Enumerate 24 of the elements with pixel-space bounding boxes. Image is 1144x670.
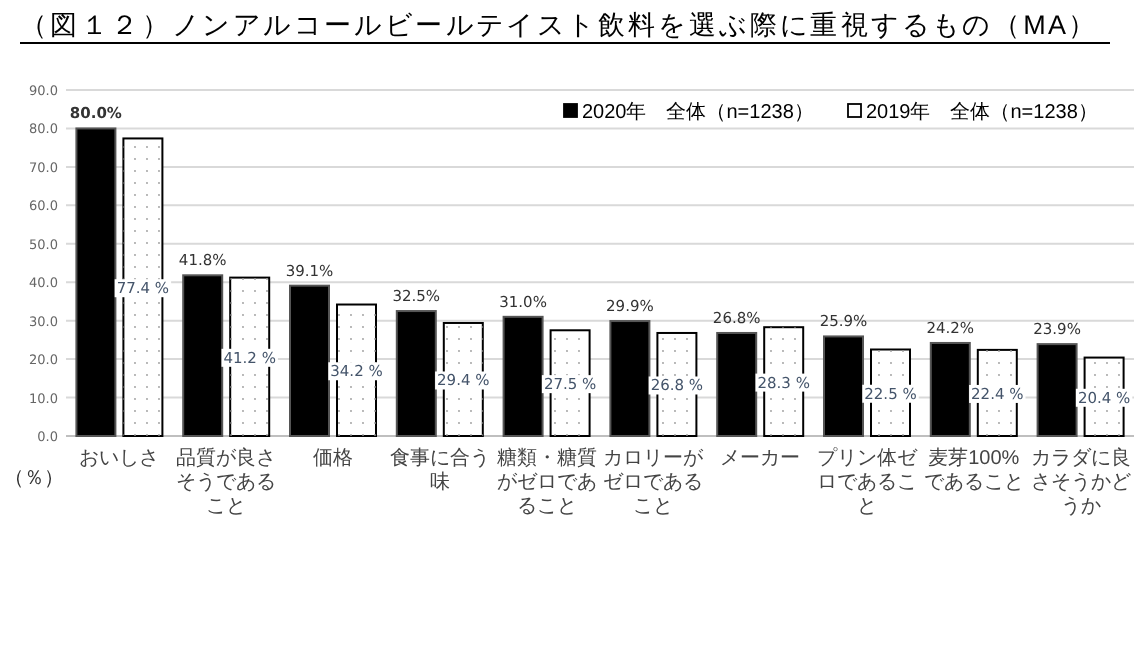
bar	[75, 127, 117, 437]
bar	[182, 274, 224, 437]
x-tick-label: メーカー	[718, 448, 803, 472]
bar	[1036, 343, 1078, 437]
x-tick-label: カロリーがゼロであること	[602, 448, 705, 520]
x-tick-label: 品質が良さそうであること	[175, 448, 278, 520]
x-tick-label: 価格	[311, 448, 355, 472]
bar	[395, 310, 437, 437]
x-tick-label: カラダに良さそうかどうか	[1029, 448, 1132, 520]
x-tick-label: 食事に合う味	[388, 448, 491, 496]
x-tick-label: 糖類・糖質がゼロであること	[495, 448, 598, 520]
bar	[502, 315, 544, 437]
legend-label: 2020年 全体（n=1238）	[582, 100, 814, 124]
x-tick-label: おいしさ	[77, 448, 162, 472]
bar	[289, 284, 330, 437]
title: （図１２）ノンアルコールビールテイスト飲料を選ぶ際に重視するもの（MA）	[19, 10, 1111, 44]
bar	[929, 341, 971, 437]
bar	[823, 335, 864, 437]
y-axis-title: （％）	[4, 468, 64, 490]
legend-label: 2019年 全体（n=1238）	[866, 100, 1098, 124]
bar	[609, 320, 651, 437]
x-tick-label: 麦芽100%であること	[922, 448, 1025, 496]
bar	[716, 331, 758, 437]
x-tick-label: プリン体ゼロであること	[816, 448, 918, 520]
